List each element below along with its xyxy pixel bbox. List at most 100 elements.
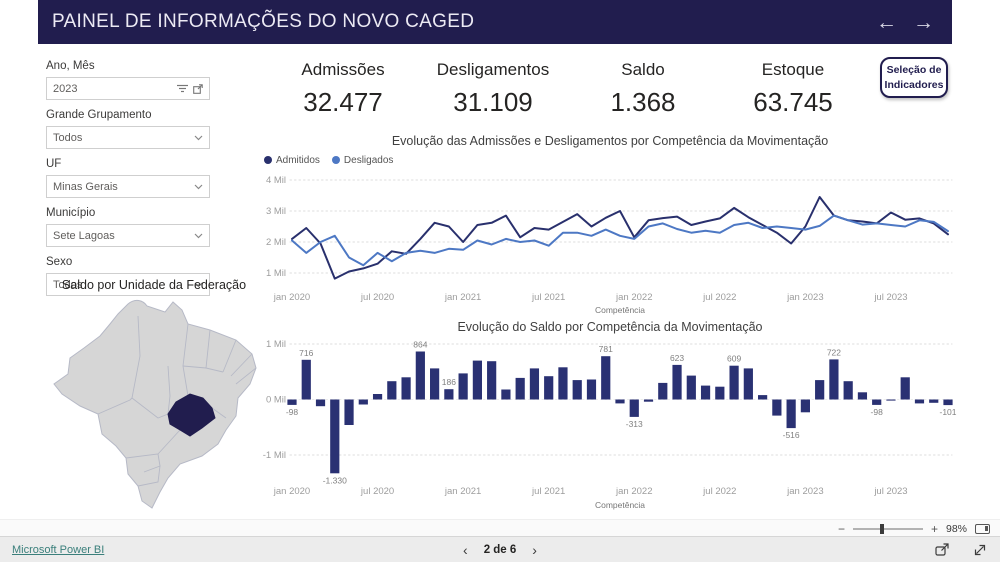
page-navigation: ‹ 2 de 6 › [0,543,1000,557]
saldo-bar[interactable] [358,399,368,405]
fit-to-page-icon[interactable] [975,523,990,534]
bar-value-label: 623 [670,353,684,363]
saldo-bar[interactable] [572,380,582,400]
saldo-bar[interactable] [529,368,540,400]
saldo-bar[interactable] [658,382,668,400]
grande-grupamento-dropdown[interactable]: Todos [46,126,210,149]
zoom-percent: 98% [945,522,967,535]
saldo-bar[interactable] [458,373,468,400]
saldo-bar[interactable] [729,365,739,400]
page-indicator: 2 de 6 [483,543,517,556]
back-arrow-icon[interactable]: ← [876,10,897,34]
saldo-bar[interactable] [700,385,711,400]
line-chart-title: Evolução das Admissões e Desligamentos p… [391,134,829,148]
zoom-in-button[interactable]: + [930,521,938,536]
x-tick-label: jan 2020 [273,486,310,497]
filter-label: Sexo [46,256,73,268]
saldo-bar[interactable] [301,359,311,400]
saldo-bar[interactable] [872,399,882,405]
brazil-map [40,296,270,519]
y-tick-label: 1 Mil [266,268,286,279]
saldo-bar[interactable] [686,375,696,400]
x-tick-label: jul 2022 [702,486,736,497]
ano-mes-input[interactable]: 2023 [46,77,210,100]
legend-desligados[interactable]: Desligados [331,155,393,166]
saldo-bar[interactable] [330,399,340,474]
uf-dropdown[interactable]: Minas Gerais [46,175,210,198]
popout-icon[interactable] [193,83,203,94]
chevron-down-icon [194,184,203,189]
y-tick-label: 2 Mil [266,237,286,248]
fullscreen-icon[interactable] [974,544,986,556]
zoom-slider[interactable] [852,523,923,534]
filter-ano-mes: Ano, Mês 2023 [46,60,210,100]
saldo-bar[interactable] [601,356,611,400]
saldo-bar[interactable] [372,394,383,400]
filter-value: Minas Gerais [53,180,118,193]
kpi-label: Saldo [621,60,665,79]
bar-value-label: 716 [299,348,313,358]
zoom-out-button[interactable]: − [837,521,845,536]
previous-page-chevron-icon[interactable]: ‹ [463,541,468,558]
forward-arrow-icon[interactable]: → [913,10,934,34]
saldo-bar[interactable] [615,399,625,404]
saldo-bar[interactable] [515,377,525,400]
map-title: Saldo por Unidade da Federação [61,278,247,292]
saldo-bar[interactable] [501,389,511,400]
saldo-bar[interactable] [444,389,454,400]
sexo-dropdown[interactable]: Todos [46,273,210,296]
saldo-bar[interactable] [586,379,597,400]
saldo-bar[interactable] [786,399,796,429]
selecao-de-indicadores-button[interactable]: Seleção de Indicadores [880,57,948,98]
next-page-chevron-icon[interactable]: › [532,541,537,558]
saldo-bar[interactable] [287,399,297,405]
saldo-bar[interactable] [900,377,910,400]
saldo-bar[interactable] [415,351,425,400]
kpi-label: Admissões [301,60,385,79]
saldo-bar[interactable] [387,381,397,400]
saldo-bar[interactable] [401,377,411,400]
saldo-bar[interactable] [315,399,326,407]
saldo-bar[interactable] [487,361,497,400]
saldo-bar[interactable] [344,399,354,426]
series-admitidos[interactable] [291,196,949,280]
saldo-bar[interactable] [743,368,753,400]
zoom-slider-handle[interactable] [880,523,885,534]
saldo-bar[interactable] [929,399,939,403]
line-chart-visual: Evolução das Admissões e Desligamentos p… [260,134,960,316]
y-tick-label: 1 Mil [266,339,286,350]
series-desligados[interactable] [291,214,949,267]
x-tick-label: jan 2022 [615,292,652,303]
filter-label: Grande Grupamento [46,109,152,121]
saldo-bar[interactable] [558,367,568,400]
share-icon[interactable] [935,543,950,556]
saldo-bar[interactable] [472,360,482,400]
saldo-bar[interactable] [643,399,654,402]
saldo-bar[interactable] [815,380,825,400]
saldo-bar[interactable] [829,359,839,400]
microsoft-powerbi-link[interactable]: Microsoft Power BI [12,543,105,556]
saldo-bar[interactable] [544,376,554,400]
saldo-bar[interactable] [857,392,868,400]
bar-chart-title: Evolução do Saldo por Competência da Mov… [457,320,763,334]
municipio-dropdown[interactable]: Sete Lagoas [46,224,210,247]
saldo-bar[interactable] [758,395,768,400]
saldo-bar[interactable] [430,368,440,400]
saldo-bar[interactable] [800,399,810,413]
filter-label: Ano, Mês [46,60,95,72]
legend-admitidos[interactable]: Admitidos [264,155,320,166]
saldo-bar[interactable] [914,399,925,404]
saldo-bar[interactable] [943,399,953,406]
bar-chart-svg[interactable]: 1 Mil 0 Mil -1 Mil -98 716 -1.330 864 186 781 -31… [260,337,960,515]
saldo-bar[interactable] [629,399,639,417]
saldo-bar[interactable] [715,386,725,400]
zoom-strip: − + 98% [0,519,1000,537]
state-minas-gerais[interactable] [167,393,216,437]
filter-lines-icon[interactable] [177,84,188,93]
saldo-bar[interactable] [843,381,853,400]
x-tick-label: jul 2022 [702,292,736,303]
line-chart-svg[interactable]: 4 Mil 3 Mil 2 Mil 1 Mil jan 2020 jul 2020 jan … [260,168,960,316]
saldo-bar[interactable] [886,399,896,401]
saldo-bar[interactable] [772,399,782,416]
saldo-bar[interactable] [672,364,682,400]
